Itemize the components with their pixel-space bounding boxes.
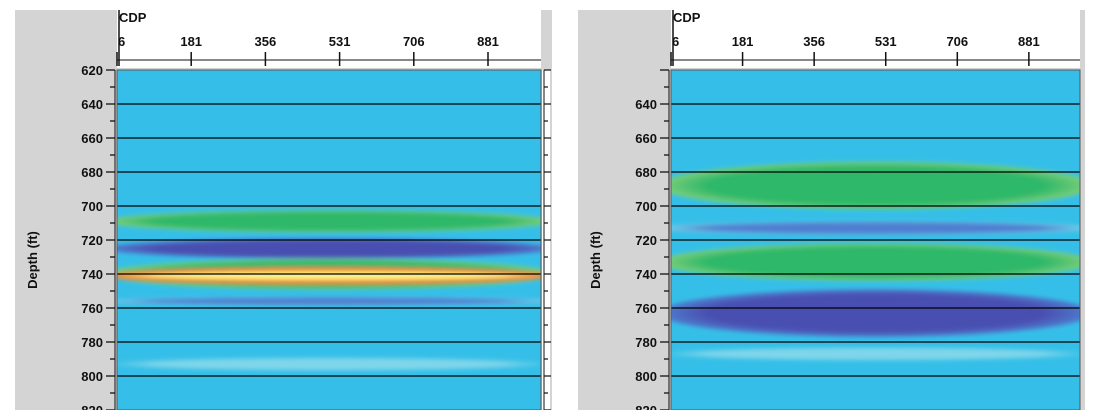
y-tick-label: 760	[81, 301, 103, 316]
y-tick-label: 760	[635, 301, 657, 316]
y-tick-label: 660	[81, 131, 103, 146]
y-tick-label: 820	[81, 403, 103, 410]
x-axis-title: CDP	[673, 10, 701, 25]
reflector-band	[671, 347, 1080, 361]
x-tick-label: 181	[732, 34, 754, 49]
x-tick-label: 181	[180, 34, 202, 49]
x-tick-label: 531	[329, 34, 351, 49]
y-tick-label: 800	[81, 369, 103, 384]
reflector-band	[671, 243, 1080, 281]
x-tick-label: 881	[1018, 34, 1040, 49]
x-tick-label: 706	[403, 34, 425, 49]
y-tick-label: 720	[81, 233, 103, 248]
reflector-band	[117, 357, 541, 371]
x-tick-label: 356	[255, 34, 277, 49]
right-depth-section-chart: CDP 6 181 356 531 706 881 640 660 680 700 720 740 760…	[588, 10, 1081, 410]
y-tick-label: 780	[635, 335, 657, 350]
y-tick-label: 740	[81, 267, 103, 282]
y-axis-title: Depth (ft)	[588, 231, 603, 289]
reflector-band	[117, 271, 541, 280]
right-seismic-panel: CDP 6 181 356 531 706 881 640 660 680 700 720 740 760…	[578, 10, 1085, 410]
x-tick-label: 6	[672, 34, 679, 49]
x-tick-label: 881	[477, 34, 499, 49]
y-tick-label: 640	[635, 97, 657, 112]
y-tick-label: 640	[81, 97, 103, 112]
x-axis-title: CDP	[119, 10, 147, 25]
reflector-band	[117, 210, 541, 233]
y-tick-label: 660	[635, 131, 657, 146]
y-tick-label: 800	[635, 369, 657, 384]
x-tick-label: 356	[803, 34, 825, 49]
reflector-band	[671, 161, 1080, 210]
left-depth-section-chart: CDP 6 181 356 531 706 881 620 640 660 680 700 720 740…	[25, 10, 551, 410]
y-tick-label: 700	[635, 199, 657, 214]
reflector-band	[117, 296, 541, 306]
y-tick-label: 620	[81, 63, 103, 78]
x-tick-label: 6	[118, 34, 125, 49]
y-tick-label: 720	[635, 233, 657, 248]
reflector-band	[117, 238, 541, 259]
y-tick-label: 820	[635, 403, 657, 410]
left-seismic-panel: CDP 6 181 356 531 706 881 620 640 660 680 700 720 740…	[15, 10, 552, 410]
y-tick-label: 780	[81, 335, 103, 350]
x-tick-label: 531	[875, 34, 897, 49]
x-tick-label: 706	[946, 34, 968, 49]
y-axis-title: Depth (ft)	[25, 231, 40, 289]
reflector-band	[671, 221, 1080, 235]
y-tick-label: 680	[635, 165, 657, 180]
y-tick-label: 680	[81, 165, 103, 180]
y-tick-label: 700	[81, 199, 103, 214]
y-tick-label: 740	[635, 267, 657, 282]
reflector-band	[671, 289, 1080, 337]
